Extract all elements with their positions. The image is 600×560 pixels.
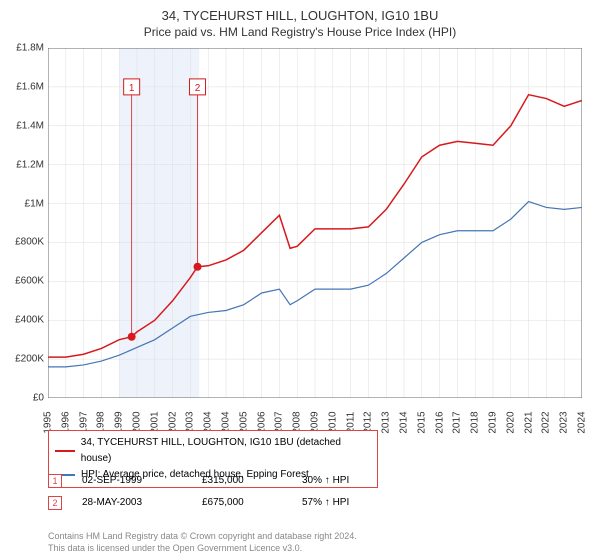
- legend-swatch: [55, 450, 75, 452]
- sale-marker: 1: [48, 474, 62, 488]
- y-axis-label: £600K: [2, 276, 44, 287]
- x-axis-label: 2017: [452, 411, 463, 433]
- sale-price: £315,000: [202, 470, 282, 492]
- chart-area: 12 £0£200K£400K£600K£800K£1M£1.2M£1.4M£1…: [48, 48, 582, 398]
- chart-title: 34, TYCEHURST HILL, LOUGHTON, IG10 1BU: [0, 8, 600, 23]
- sale-date: 02-SEP-1999: [82, 470, 182, 492]
- footnote-line: This data is licensed under the Open Gov…: [48, 542, 357, 554]
- sale-marker: 2: [48, 496, 62, 510]
- x-axis-label: 2018: [470, 411, 481, 433]
- chart-svg: 12: [48, 48, 582, 398]
- sale-price: £675,000: [202, 492, 282, 514]
- x-axis-label: 2019: [488, 411, 499, 433]
- svg-text:1: 1: [129, 83, 135, 94]
- chart-subtitle: Price paid vs. HM Land Registry's House …: [0, 25, 600, 39]
- y-axis-label: £1.8M: [2, 43, 44, 54]
- sale-row: 2 28-MAY-2003 £675,000 57% ↑ HPI: [48, 492, 382, 514]
- y-axis-label: £1.2M: [2, 159, 44, 170]
- y-axis-label: £1.6M: [2, 81, 44, 92]
- sales-table: 1 02-SEP-1999 £315,000 30% ↑ HPI2 28-MAY…: [48, 470, 382, 514]
- x-axis-label: 2020: [505, 411, 516, 433]
- y-axis-label: £1.4M: [2, 120, 44, 131]
- footnote-line: Contains HM Land Registry data © Crown c…: [48, 530, 357, 542]
- x-axis-label: 2024: [577, 411, 588, 433]
- y-axis-label: £200K: [2, 354, 44, 365]
- y-axis-label: £0: [2, 393, 44, 404]
- y-axis-label: £400K: [2, 315, 44, 326]
- title-block: 34, TYCEHURST HILL, LOUGHTON, IG10 1BU P…: [0, 0, 600, 43]
- x-axis-label: 2014: [399, 411, 410, 433]
- legend-item: 34, TYCEHURST HILL, LOUGHTON, IG10 1BU (…: [55, 435, 371, 467]
- sale-date: 28-MAY-2003: [82, 492, 182, 514]
- x-axis-label: 2021: [523, 411, 534, 433]
- x-axis-label: 2022: [541, 411, 552, 433]
- sale-row: 1 02-SEP-1999 £315,000 30% ↑ HPI: [48, 470, 382, 492]
- y-axis-label: £800K: [2, 237, 44, 248]
- legend-label: 34, TYCEHURST HILL, LOUGHTON, IG10 1BU (…: [81, 435, 371, 467]
- x-axis-label: 2013: [381, 411, 392, 433]
- sale-vs-hpi: 57% ↑ HPI: [302, 492, 382, 514]
- x-axis-label: 2015: [416, 411, 427, 433]
- footnote: Contains HM Land Registry data © Crown c…: [48, 530, 357, 554]
- svg-text:2: 2: [195, 83, 201, 94]
- x-axis-label: 2023: [559, 411, 570, 433]
- sale-vs-hpi: 30% ↑ HPI: [302, 470, 382, 492]
- y-axis-label: £1M: [2, 198, 44, 209]
- x-axis-label: 2016: [434, 411, 445, 433]
